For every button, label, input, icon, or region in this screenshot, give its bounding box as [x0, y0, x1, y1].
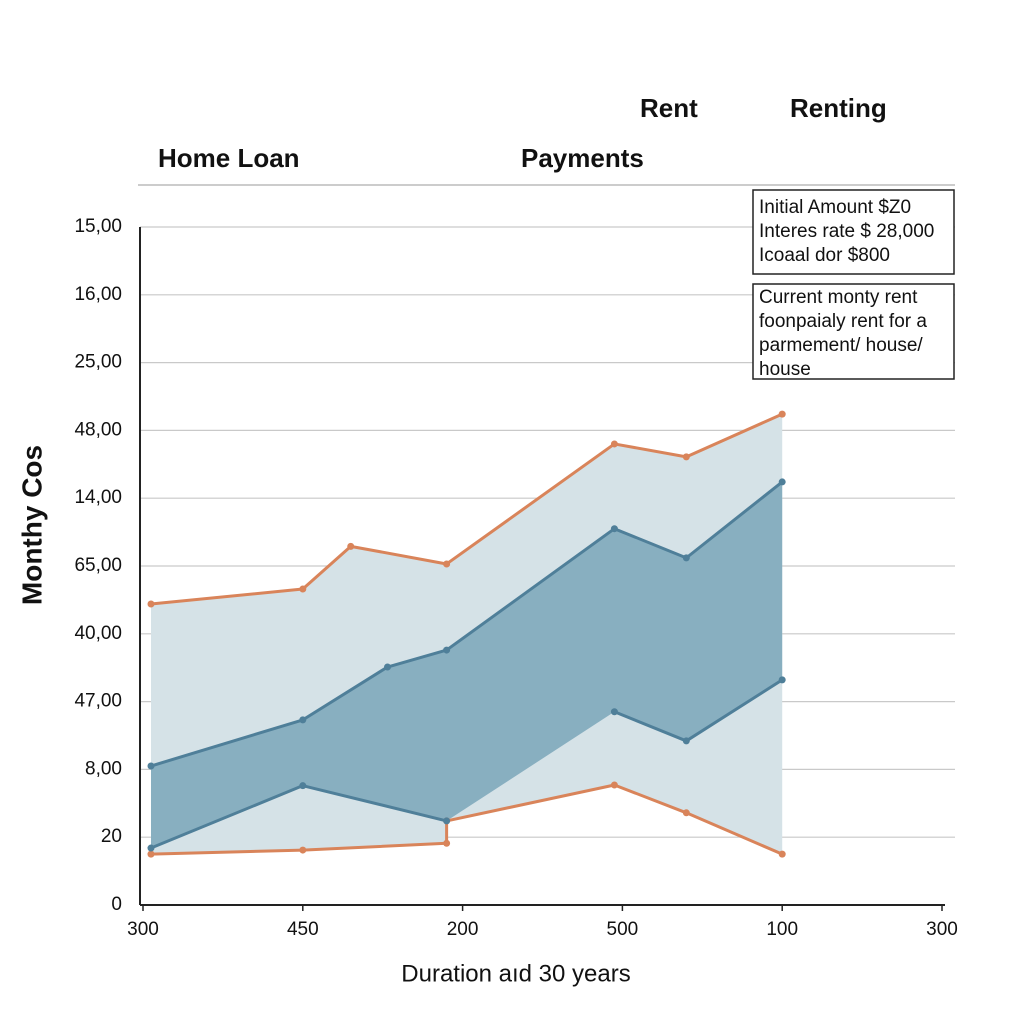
x-tick-label: 300 — [127, 919, 159, 940]
header: Rent — [640, 93, 698, 123]
point — [682, 737, 690, 745]
y-tick-label: 8,00 — [85, 758, 122, 779]
point — [778, 478, 786, 486]
point — [443, 560, 451, 568]
y-tick-label: 20 — [101, 826, 122, 847]
point — [347, 542, 355, 550]
note-box — [752, 189, 955, 275]
note: Interes rate $ 28,000 — [759, 221, 934, 242]
point — [299, 846, 307, 854]
point — [778, 410, 786, 418]
note: foonpaialy rent for a — [759, 311, 927, 332]
y-tick-label: 48,00 — [74, 419, 122, 440]
point — [682, 809, 690, 817]
y-tick-label: 65,00 — [74, 555, 122, 576]
y-axis-label: Monthy Cos — [16, 445, 47, 605]
point — [682, 453, 690, 461]
note: Icoaal dor $800 — [759, 245, 890, 266]
point — [147, 762, 155, 770]
y-tick-label: 40,00 — [74, 623, 122, 644]
note-box — [752, 283, 955, 380]
plot: 0 20 8,00 47,00 40,00 65,00 14,00 48,00 25,00 16,… — [74, 216, 957, 940]
point — [778, 676, 786, 684]
point — [147, 600, 155, 608]
y-tick-label: 25,00 — [74, 352, 122, 373]
point — [299, 782, 307, 790]
note: Current monty rent — [759, 287, 918, 308]
x-tick-label: 100 — [766, 919, 798, 940]
point — [443, 646, 451, 654]
header: Renting — [790, 93, 887, 123]
point — [299, 585, 307, 593]
point — [610, 708, 618, 716]
point — [610, 525, 618, 533]
point — [610, 440, 618, 448]
point — [778, 850, 786, 858]
point — [147, 850, 155, 858]
point — [147, 844, 155, 852]
x-tick-label: 500 — [607, 919, 639, 940]
y-tick-label: 47,00 — [74, 691, 122, 712]
point — [383, 663, 391, 671]
y-tick-label: 16,00 — [74, 284, 122, 305]
header: Home Loan — [158, 143, 300, 173]
point — [443, 839, 451, 847]
note: parmement/ house/ — [759, 335, 923, 356]
point — [443, 817, 451, 825]
point — [299, 716, 307, 724]
y-tick-label: 0 — [111, 894, 122, 915]
header: Payments — [521, 143, 644, 173]
x-tick-label: 450 — [287, 919, 319, 940]
area — [150, 481, 783, 849]
point — [610, 781, 618, 789]
y-tick-label: 15,00 — [74, 216, 122, 237]
y-tick-label: 14,00 — [74, 487, 122, 508]
x-axis-label: Duration aıd 30 years — [401, 960, 630, 987]
x-tick-label: 200 — [447, 919, 479, 940]
note: Initial Amount $Z0 — [759, 197, 911, 218]
note: house — [759, 359, 811, 380]
point — [682, 554, 690, 562]
x-tick-label: 300 — [926, 919, 958, 940]
